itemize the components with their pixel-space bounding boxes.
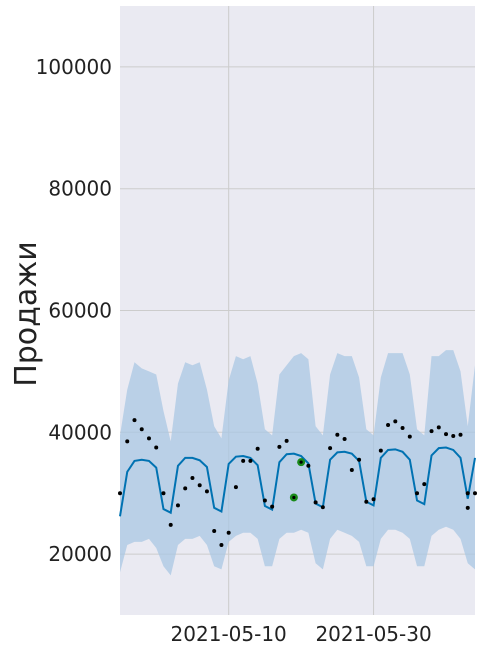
observed-point: [190, 475, 195, 480]
observed-point: [313, 500, 318, 505]
observed-point: [183, 486, 188, 491]
y-tick-label: 100000: [36, 55, 112, 79]
observed-point: [393, 419, 398, 424]
observed-point: [118, 491, 122, 496]
x-tick-labels: 2021-05-10 2021-05-30: [171, 622, 432, 646]
observed-point: [154, 445, 159, 450]
observed-point: [306, 463, 311, 468]
observed-point: [146, 436, 151, 441]
observed-point: [458, 432, 463, 437]
x-tick-label: 2021-05-10: [171, 622, 287, 646]
observed-point: [335, 432, 340, 437]
y-tick-labels: 20000 40000 60000 80000 100000: [36, 55, 112, 566]
highlight-point-center: [299, 460, 303, 464]
observed-point: [436, 425, 441, 430]
observed-point: [371, 497, 376, 502]
observed-point: [422, 482, 427, 487]
observed-point: [255, 446, 260, 451]
observed-point: [284, 438, 289, 443]
observed-point: [400, 426, 405, 431]
observed-point: [270, 504, 275, 509]
observed-point: [342, 436, 347, 441]
observed-point: [473, 491, 477, 496]
observed-point: [241, 458, 246, 463]
y-tick-label: 20000: [48, 542, 112, 566]
observed-point: [219, 542, 224, 547]
observed-point: [415, 491, 420, 496]
observed-point: [407, 434, 412, 439]
observed-point: [168, 522, 173, 527]
observed-point: [465, 505, 470, 510]
y-tick-label: 40000: [48, 420, 112, 444]
y-tick-label: 80000: [48, 177, 112, 201]
observed-point: [204, 489, 209, 494]
observed-point: [451, 433, 456, 438]
y-tick-label: 60000: [48, 299, 112, 323]
observed-points: [118, 418, 477, 547]
x-tick-label: 2021-05-30: [315, 622, 431, 646]
observed-point: [349, 468, 354, 473]
highlighted-points: [289, 458, 306, 502]
observed-point: [357, 457, 362, 462]
observed-point: [125, 439, 130, 444]
observed-point: [444, 432, 449, 437]
observed-point: [429, 429, 434, 434]
observed-point: [465, 491, 470, 496]
observed-point: [161, 491, 166, 496]
observed-point: [386, 422, 391, 427]
observed-point: [139, 427, 144, 432]
observed-point: [378, 448, 383, 453]
y-axis-label: Продажи: [9, 241, 44, 387]
observed-point: [277, 444, 282, 449]
observed-point: [328, 446, 333, 451]
observed-point: [212, 528, 217, 533]
observed-point: [175, 503, 180, 508]
observed-point: [248, 458, 253, 463]
observed-point: [226, 530, 231, 535]
observed-point: [320, 505, 325, 510]
observed-point: [233, 485, 238, 490]
observed-point: [197, 483, 202, 488]
observed-point: [364, 499, 369, 504]
observed-point: [262, 498, 267, 503]
observed-point: [132, 418, 137, 423]
highlight-point-center: [292, 495, 296, 500]
